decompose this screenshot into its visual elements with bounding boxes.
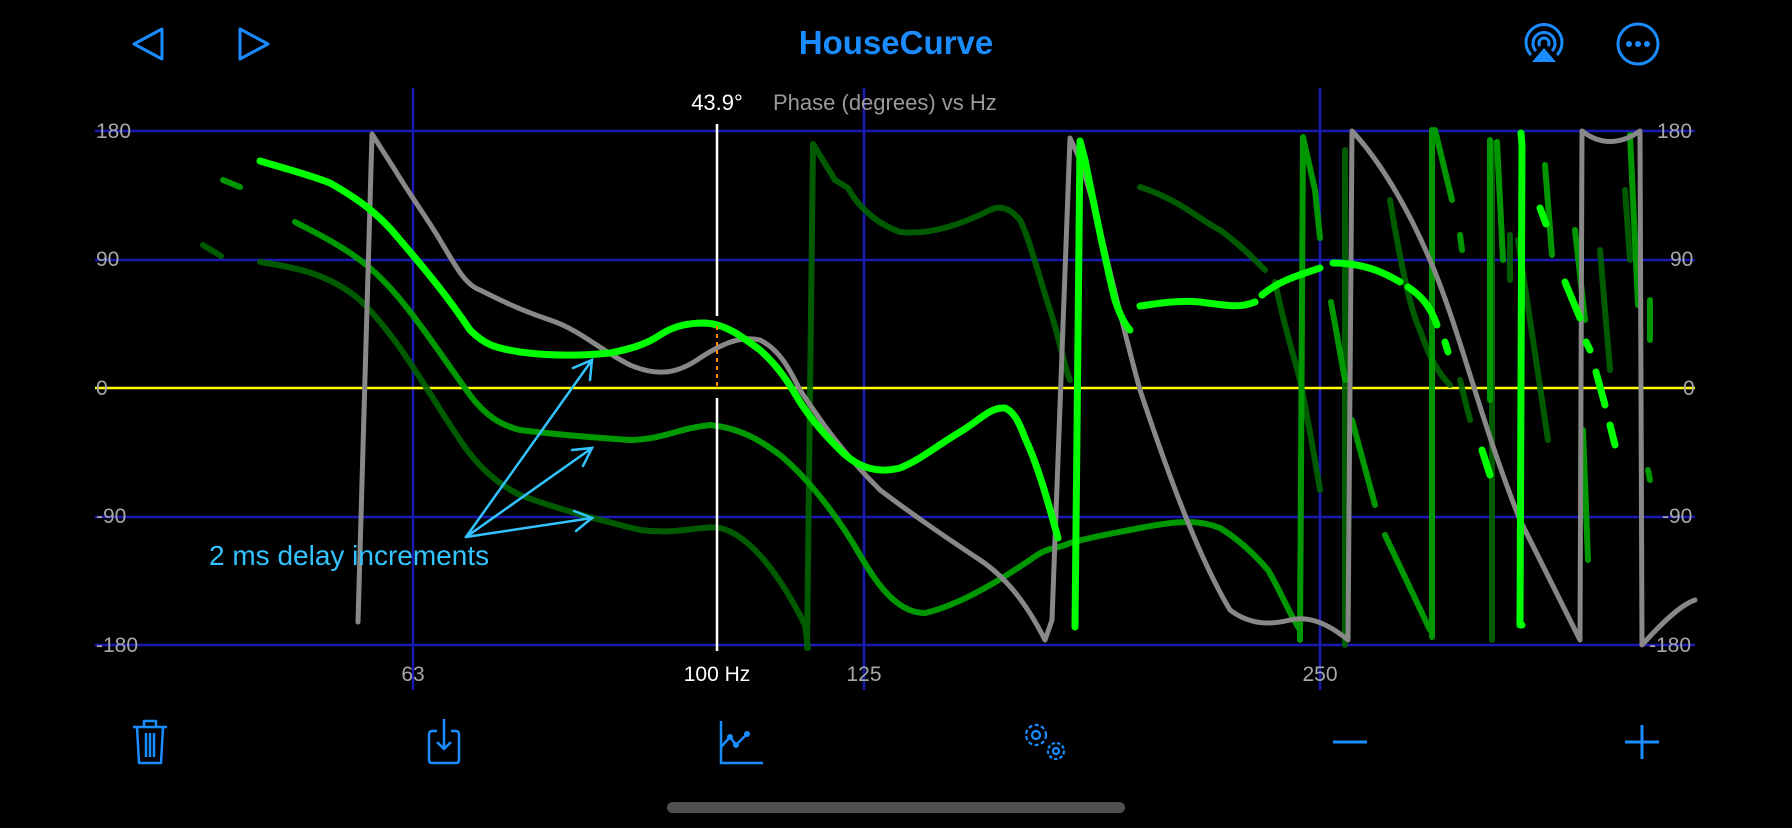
x-tick-cursor-freq: 100 Hz [683, 663, 751, 686]
delete-button[interactable] [120, 712, 180, 772]
y-tick-left-90: 90 [96, 248, 120, 271]
chart-button[interactable] [712, 712, 772, 772]
y-tick-left-180: 180 [96, 120, 132, 143]
y-tick-right-90: 90 [1670, 248, 1694, 271]
y-tick-right-neg90: -90 [1662, 505, 1693, 528]
chart-title: Phase (degrees) vs Hz [773, 90, 997, 115]
y-tick-right-neg180: -180 [1649, 634, 1692, 657]
more-button[interactable] [1614, 22, 1662, 66]
y-tick-left-neg180: -180 [96, 634, 139, 657]
series-0ms-delay [256, 129, 1619, 631]
forward-icon [238, 27, 270, 61]
y-tick-right-180: 180 [1657, 120, 1693, 143]
cursor-value-label: 43.9° [691, 90, 743, 115]
import-button[interactable] [414, 712, 474, 772]
zoom-out-button[interactable] [1320, 712, 1380, 772]
airplay-button[interactable] [1520, 22, 1568, 66]
y-tick-right-0: 0 [1683, 377, 1695, 400]
x-tick-125: 125 [846, 663, 882, 686]
forward-button[interactable] [230, 22, 278, 66]
back-button[interactable] [126, 22, 174, 66]
x-tick-250: 250 [1302, 663, 1338, 686]
airplay-icon [1524, 23, 1564, 62]
chart-icon [719, 721, 763, 765]
zoom-in-button[interactable] [1612, 712, 1672, 772]
y-tick-left-neg90: -90 [96, 505, 127, 528]
plus-icon [1625, 725, 1659, 759]
trash-icon [133, 719, 167, 765]
settings-button[interactable] [1016, 712, 1076, 772]
x-tick-63: 63 [401, 663, 425, 686]
more-icon [1616, 22, 1660, 66]
minus-icon [1333, 740, 1367, 744]
gears-icon [1024, 723, 1066, 761]
y-tick-left-0: 0 [96, 377, 108, 400]
series-4ms-delay [200, 140, 1633, 651]
back-icon [132, 27, 164, 61]
top-navigation-bar: HouseCurve [0, 0, 1792, 88]
home-indicator[interactable] [667, 802, 1125, 813]
app-title: HouseCurve [798, 24, 994, 61]
annotation-arrows [464, 358, 595, 539]
phase-chart[interactable] [0, 0, 1792, 700]
import-icon [427, 719, 461, 765]
annotation-text: 2 ms delay increments [209, 540, 490, 571]
